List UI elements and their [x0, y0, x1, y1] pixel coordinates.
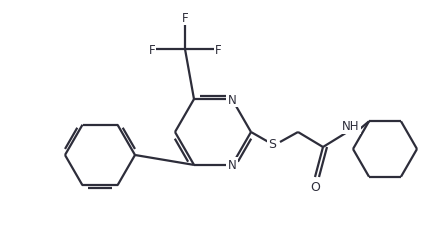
- Text: F: F: [149, 43, 155, 56]
- Text: F: F: [182, 11, 188, 25]
- Text: F: F: [215, 43, 221, 56]
- Text: S: S: [268, 138, 276, 151]
- Text: N: N: [227, 93, 236, 106]
- Text: O: O: [310, 181, 320, 194]
- Text: N: N: [227, 159, 236, 172]
- Text: NH: NH: [342, 120, 360, 133]
